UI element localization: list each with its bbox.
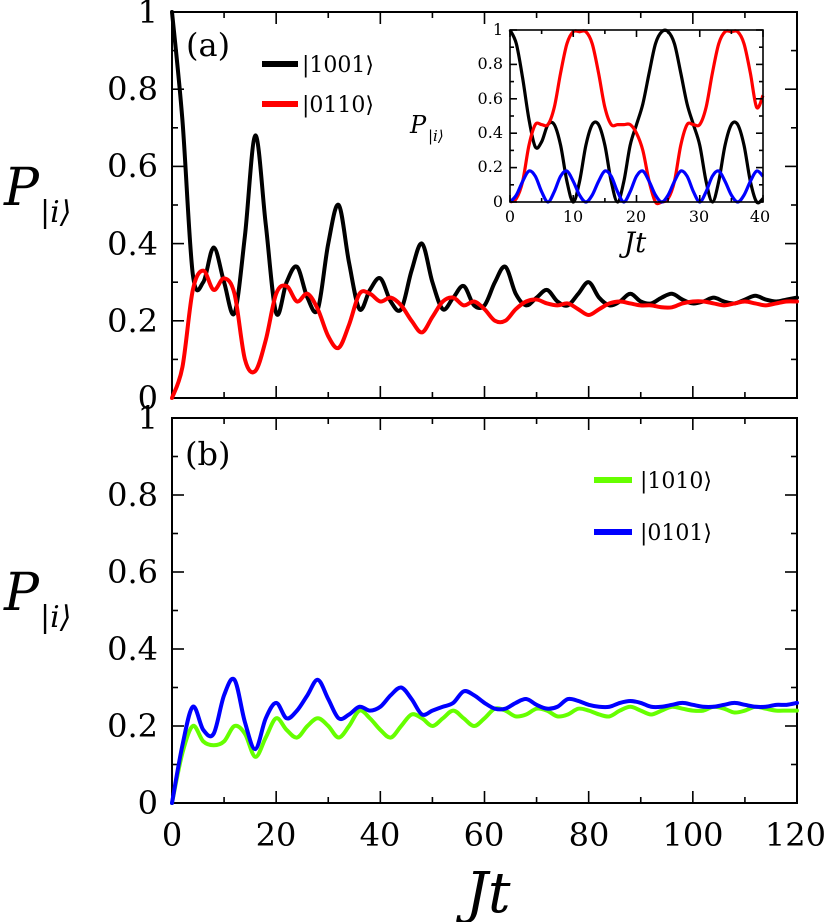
panel-label-b: (b)	[185, 435, 230, 473]
inset-ytick-labels: 0 0.2 0.4 0.6 0.8 1	[478, 20, 503, 211]
inset-ylabel: P |i⟩	[409, 111, 444, 145]
inset-series	[508, 28, 765, 206]
inset-chart: 0 0.2 0.4 0.6 0.8 1 0 10 20 30 40 P |i⟩ …	[409, 20, 770, 259]
xtick-label: 100	[662, 816, 723, 854]
ylabel-p: P	[3, 563, 40, 623]
ytick-label: 0	[138, 784, 158, 822]
xlabel-jt: Jt	[456, 861, 511, 922]
xtick-label: 80	[569, 816, 610, 854]
legend-a: |1001⟩ |0110⟩	[262, 53, 374, 118]
ytick-label: 0.2	[107, 302, 158, 340]
series-line-1010	[170, 704, 799, 805]
panel-label-a: (a)	[186, 26, 230, 64]
inset-xlabel: Jt	[619, 226, 647, 259]
legend-label-0101: |0101⟩	[640, 521, 712, 546]
ylabel-p: P	[3, 158, 40, 218]
ytick-label: 1	[138, 0, 158, 31]
inset-ytick-label: 0.4	[478, 123, 503, 142]
panel-b-series	[170, 676, 799, 805]
ytick-label: 0.8	[107, 476, 158, 514]
panel-a: 0 0.2 0.4 0.6 0.8 1 P |i⟩ (a) |1001⟩ |01…	[3, 0, 799, 417]
ytick-label: 0.4	[107, 630, 158, 668]
ylabel-subscript: |i⟩	[40, 600, 71, 635]
inset-ytick-label: 0.2	[478, 157, 503, 176]
legend-label-1001: |1001⟩	[302, 53, 374, 78]
ylabel-subscript: |i⟩	[40, 195, 71, 230]
inset-xtick-label: 10	[563, 207, 583, 226]
xtick-label: 120	[765, 816, 826, 854]
inset-ytick-label: 1	[493, 20, 503, 39]
ytick-label: 0.2	[107, 707, 158, 745]
xtick-label: 0	[162, 816, 182, 854]
ytick-label: 1	[138, 399, 158, 437]
panel-b-ytick-labels: 0 0.2 0.4 0.6 0.8 1	[107, 399, 158, 822]
ytick-label: 0.6	[107, 553, 158, 591]
inset-xtick-labels: 0 10 20 30 40	[505, 207, 770, 226]
ytick-label: 0.6	[107, 147, 158, 185]
legend-label-0110: |0110⟩	[302, 93, 374, 118]
inset-ytick-label: 0.8	[478, 54, 503, 73]
legend-b: |1010⟩ |0101⟩	[594, 469, 712, 546]
panel-b-ylabel: P |i⟩	[3, 563, 71, 635]
panel-a-series	[170, 10, 799, 400]
xtick-label: 60	[464, 816, 505, 854]
inset-line-0110	[509, 29, 765, 206]
inset-ylabel-p: P	[409, 111, 427, 139]
inset-xtick-label: 20	[626, 207, 646, 226]
ytick-label: 0.4	[107, 225, 158, 263]
xtick-label: 20	[256, 816, 297, 854]
inset-xtick-label: 40	[750, 207, 770, 226]
inset-ytick-label: 0.6	[478, 89, 503, 108]
xtick-label: 40	[360, 816, 401, 854]
ytick-label: 0	[138, 379, 158, 417]
legend-label-1010: |1010⟩	[640, 469, 712, 494]
panel-a-ylabel: P |i⟩	[3, 158, 71, 230]
series-line-0110	[170, 268, 799, 400]
panel-a-ticks	[171, 11, 798, 399]
inset-ytick-label: 0	[493, 192, 503, 211]
panel-a-ytick-labels: 0 0.2 0.4 0.6 0.8 1	[107, 0, 158, 417]
ytick-label: 0.8	[107, 70, 158, 108]
inset-line-blue	[508, 169, 765, 204]
inset-xtick-label: 30	[689, 207, 709, 226]
inset-ticks	[509, 29, 764, 203]
inset-ylabel-subscript: |i⟩	[428, 127, 444, 145]
series-line-0101	[170, 676, 799, 805]
panel-b: 0 0.2 0.4 0.6 0.8 1 0 20 40 60 80 100 12…	[3, 399, 826, 922]
panel-b-xtick-labels: 0 20 40 60 80 100 120	[162, 816, 826, 854]
inset-xtick-label: 0	[505, 207, 515, 226]
